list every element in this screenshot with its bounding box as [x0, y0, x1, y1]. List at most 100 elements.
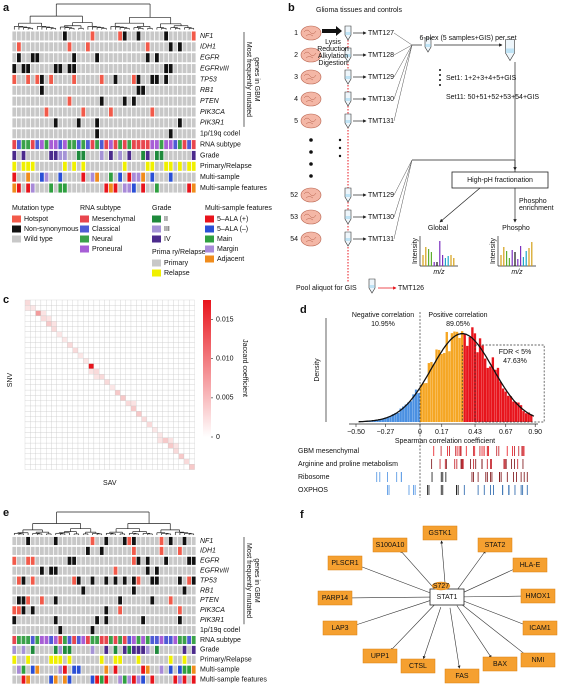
- panel-label: e: [3, 507, 9, 519]
- onco-cell: [44, 665, 49, 674]
- onco-cell: [132, 107, 136, 117]
- onco-cell: [35, 85, 40, 95]
- heatmap-cell: [130, 331, 137, 338]
- tube-liquid: [345, 216, 351, 219]
- heatmap-cell: [173, 437, 179, 444]
- onco-cell: [76, 546, 81, 555]
- heatmap-cell: [104, 416, 110, 423]
- onco-cell: [191, 172, 196, 182]
- heatmap-cell: [167, 310, 174, 317]
- heatmap-cell: [93, 299, 100, 306]
- heatmap-cell: [162, 437, 169, 444]
- heatmap-cell: [88, 336, 95, 343]
- onco-cell: [58, 140, 63, 150]
- heatmap-cell: [162, 347, 169, 354]
- heatmap-cell: [93, 395, 100, 401]
- heatmap-cell: [114, 395, 121, 401]
- onco-cell: [155, 596, 159, 605]
- onco-cell: [104, 161, 109, 171]
- node-box: [362, 648, 398, 664]
- heatmap-cell: [61, 342, 68, 348]
- onco-cell: [26, 172, 30, 182]
- onco-cell: [145, 74, 150, 84]
- onco-cell: [63, 645, 67, 654]
- onco-cell: [109, 53, 113, 63]
- line: [449, 607, 461, 669]
- onco-cell: [81, 546, 86, 555]
- onco-cell: [168, 596, 173, 605]
- onco-cell: [113, 655, 118, 664]
- heatmap-cell: [157, 358, 163, 364]
- heatmap-cell: [152, 321, 158, 327]
- onco-cell: [81, 96, 86, 106]
- onco-cell: [104, 172, 109, 182]
- onco-cell: [76, 140, 81, 150]
- onco-cell: [53, 586, 58, 595]
- onco-cell: [173, 129, 178, 139]
- onco-cell: [40, 606, 44, 615]
- heatmap-cell: [56, 400, 63, 407]
- onco-cell: [63, 546, 67, 555]
- heatmap-cell: [67, 299, 73, 306]
- heatmap-cell: [162, 310, 169, 317]
- onco-cell: [81, 42, 86, 52]
- onco-cell: [40, 53, 44, 63]
- heatmap-cell: [30, 458, 36, 465]
- heatmap-cell: [99, 416, 105, 423]
- onco-cell: [30, 140, 35, 150]
- onco-cell: [150, 161, 155, 171]
- heatmap-cell: [125, 310, 132, 317]
- onco-cell: [118, 546, 122, 555]
- heatmap-cell: [167, 315, 174, 322]
- onco-cell: [30, 64, 35, 74]
- onco-cell: [81, 129, 86, 139]
- onco-cell: [178, 31, 182, 41]
- onco-cell: [21, 53, 26, 63]
- onco-cell: [145, 546, 150, 555]
- onco-cell: [164, 665, 168, 674]
- onco-cell: [109, 626, 113, 635]
- onco-cell: [122, 596, 127, 605]
- onco-cell: [72, 53, 76, 63]
- onco-cell: [40, 85, 44, 95]
- onco-cell: [12, 635, 17, 645]
- heatmap-cell: [130, 400, 137, 407]
- heatmap-cell: [99, 411, 105, 417]
- onco-cell: [118, 85, 122, 95]
- onco-cell: [44, 118, 49, 128]
- onco-cell: [40, 645, 44, 654]
- heatmap-cell: [104, 336, 110, 343]
- onco-cell: [136, 586, 141, 595]
- onco-cell: [53, 31, 58, 41]
- onco-cell: [173, 96, 178, 106]
- onco-cell: [191, 546, 196, 555]
- onco-cell: [44, 675, 49, 684]
- onco-cell: [86, 596, 90, 605]
- onco-cell: [53, 556, 58, 565]
- onco-cell: [173, 64, 178, 74]
- heatmap-cell: [173, 384, 179, 391]
- heatmap-cell: [130, 342, 137, 348]
- ellipsis-dot: [309, 162, 313, 166]
- heatmap-cell: [24, 299, 31, 306]
- onco-cell: [104, 586, 109, 595]
- heatmap-cell: [152, 453, 158, 460]
- heatmap-cell: [167, 427, 174, 433]
- heatmap-cell: [130, 347, 137, 354]
- onco-cell: [76, 107, 81, 117]
- onco-cell: [187, 107, 191, 117]
- heatmap-cell: [146, 442, 153, 449]
- heatmap-cell: [173, 442, 179, 449]
- onco-cell: [21, 626, 26, 635]
- onco-cell: [53, 129, 58, 139]
- heatmap-cell: [35, 342, 42, 348]
- onco-cell: [113, 31, 118, 41]
- legend-swatch: [152, 269, 161, 277]
- onco-cell: [168, 645, 173, 654]
- onco-cell: [155, 140, 159, 150]
- onco-cell: [53, 150, 58, 160]
- onco-cell: [118, 183, 122, 193]
- onco-cell: [99, 31, 104, 41]
- onco-cell: [168, 546, 173, 555]
- heatmap-cell: [93, 421, 100, 428]
